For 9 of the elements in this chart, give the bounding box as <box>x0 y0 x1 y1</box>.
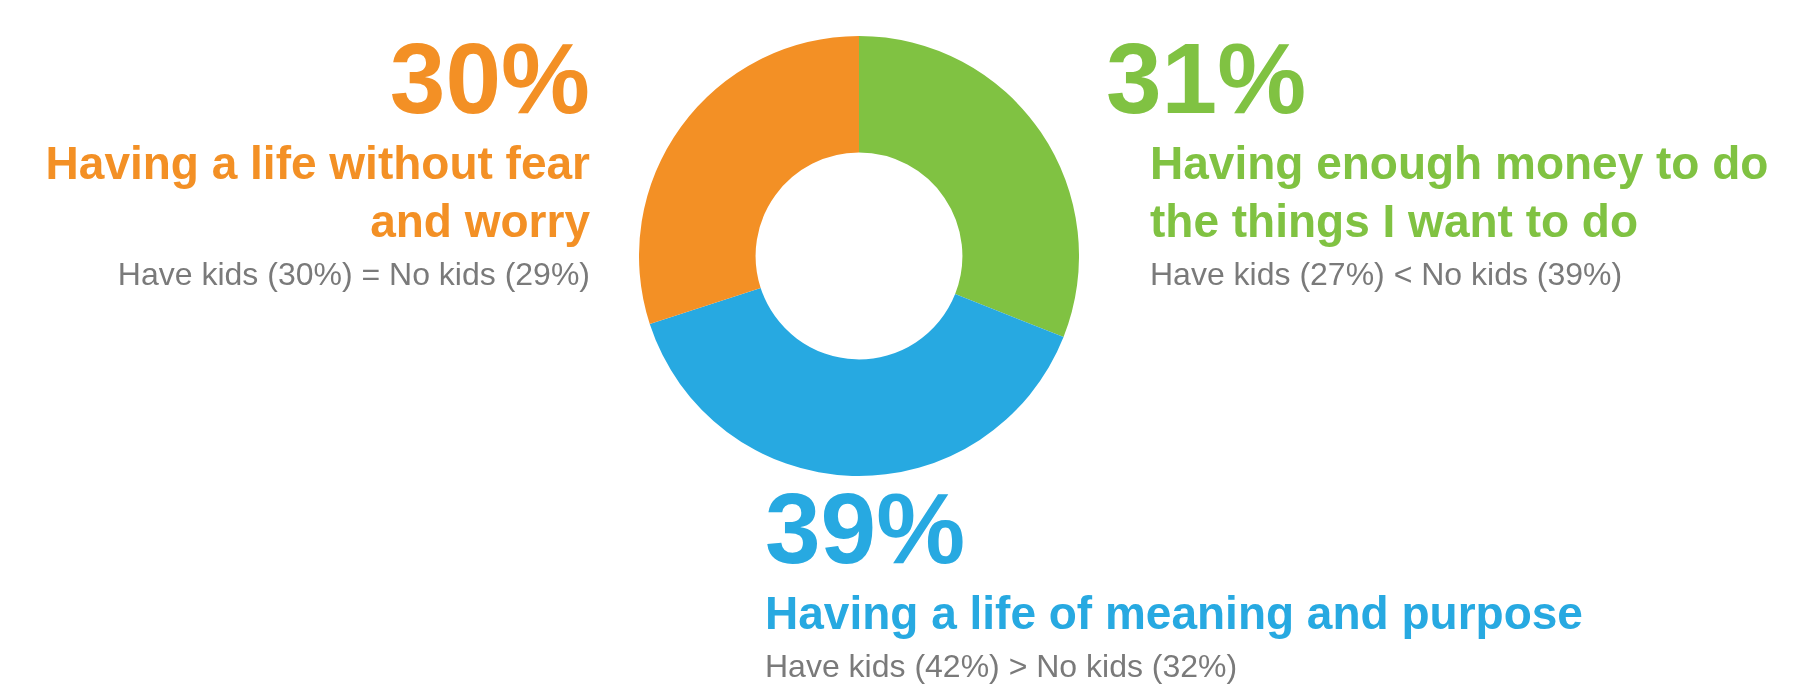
text: Have kids (30%) = No kids (29%) <box>116 255 590 294</box>
slice-label: Having a life without fear and worry <box>44 136 590 249</box>
data-label: 30% <box>388 22 590 134</box>
slice-label: Having a life of meaning and purpose <box>765 586 1584 641</box>
text: Have kids (27%) < No kids (39%) <box>1150 255 1624 294</box>
text: Have kids (42%) > No kids (32%) <box>765 647 1239 686</box>
data-label: 31% <box>1106 22 1308 134</box>
slice-label: Having enough money to do the things I want to do <box>1150 136 1770 249</box>
data-label: 39% <box>765 472 967 584</box>
